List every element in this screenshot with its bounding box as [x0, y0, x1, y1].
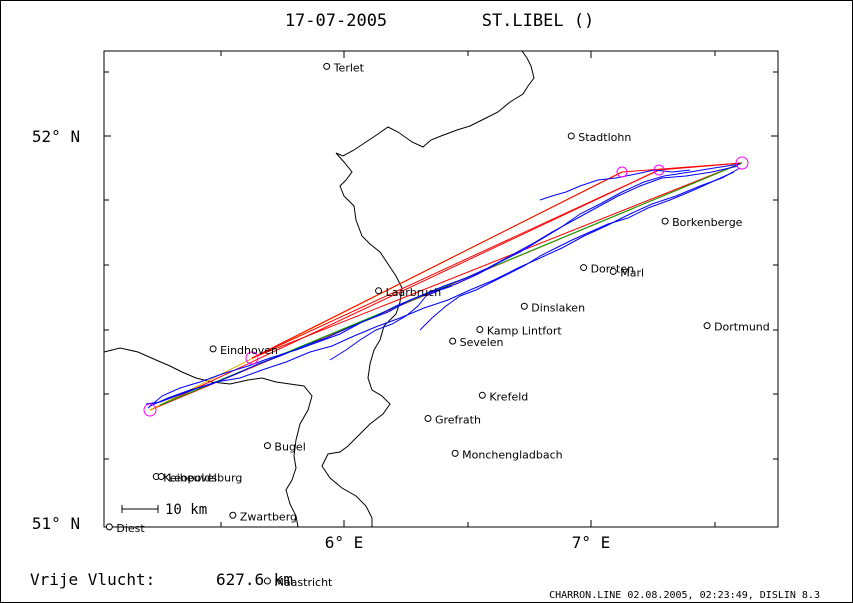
town-marker-stadtlohn	[567, 132, 575, 140]
town-label-diest: Diest	[116, 522, 145, 535]
town-label-zwartberg: Zwartberg	[240, 510, 297, 523]
town-marker-leopoldsburg	[157, 473, 165, 481]
axis-ticks	[104, 51, 778, 527]
task-legs	[149, 162, 743, 411]
town-label-terlet: Terlet	[333, 61, 365, 74]
town-marker-borkenberge	[661, 217, 669, 225]
town-label-krefeld: Krefeld	[489, 390, 528, 403]
town-label-monchengladbach: Monchengladbach	[462, 448, 562, 461]
town-marker-eindhoven	[209, 345, 217, 353]
town-marker-monchengladbach	[451, 449, 459, 457]
scale-bar-label: 10 km	[165, 502, 207, 518]
town-label-sevelen: Sevelen	[460, 336, 504, 349]
town-label-bugel: Bugel	[274, 441, 305, 454]
flight-track	[145, 163, 741, 409]
town-marker-bugel	[263, 442, 271, 450]
town-label-eindhoven: Eindhoven	[220, 344, 278, 357]
town-label-marl: Marl	[620, 266, 644, 279]
town-label-keiheuvel: Keiheuvel	[163, 472, 217, 485]
lat-label-52: 52° N	[32, 127, 80, 146]
town-marker-marl	[609, 267, 617, 275]
town-label-dortmund: Dortmund	[714, 321, 770, 334]
plot-area	[103, 50, 779, 528]
lat-label-51: 51° N	[32, 514, 80, 533]
town-marker-diest	[105, 523, 113, 531]
town-marker-terlet	[323, 62, 331, 70]
town-marker-dortmund	[703, 322, 711, 330]
distance-label: Vrije Vlucht:	[30, 570, 155, 589]
scale-bar	[121, 505, 159, 513]
town-markers: Terlet Stadtlohn Laarbruch Eindhoven Borkenb…	[105, 61, 770, 589]
town-label-laarbruch: Laarbruch	[386, 286, 442, 299]
town-marker-sevelen	[449, 337, 457, 345]
launch-site: ST.LIBEL ()	[482, 11, 595, 31]
town-label-maastricht: Maastricht	[274, 576, 333, 589]
town-label-leopoldsburg: Leopoldsburg	[168, 472, 242, 485]
town-marker-maastricht	[263, 577, 271, 585]
town-marker-krefeld	[478, 391, 486, 399]
town-label-grefrath: Grefrath	[435, 414, 481, 427]
town-label-borkenberge: Borkenberge	[672, 216, 743, 229]
distance-value: 627.6 km	[216, 570, 293, 589]
town-marker-laarbruch	[375, 287, 383, 295]
town-marker-kamp-lintfort	[476, 326, 484, 333]
country-borders	[103, 50, 535, 528]
town-marker-zwartberg	[229, 511, 237, 519]
lon-label-6: 6° E	[325, 533, 364, 552]
town-label-kamp-lintfort: Kamp Lintfort	[487, 325, 563, 338]
turnpoints	[143, 156, 749, 417]
flight-date: 17-07-2005	[285, 11, 387, 31]
town-label-dinslaken: Dinslaken	[531, 301, 585, 314]
town-marker-dorsten	[580, 264, 588, 272]
town-marker-dinslaken	[520, 302, 528, 310]
lon-label-7: 7° E	[572, 533, 611, 552]
town-label-stadtlohn: Stadtlohn	[578, 131, 631, 144]
credit-line: CHARRON.LINE 02.08.2005, 02:23:49, DISLI…	[549, 590, 820, 601]
town-marker-grefrath	[424, 415, 432, 423]
